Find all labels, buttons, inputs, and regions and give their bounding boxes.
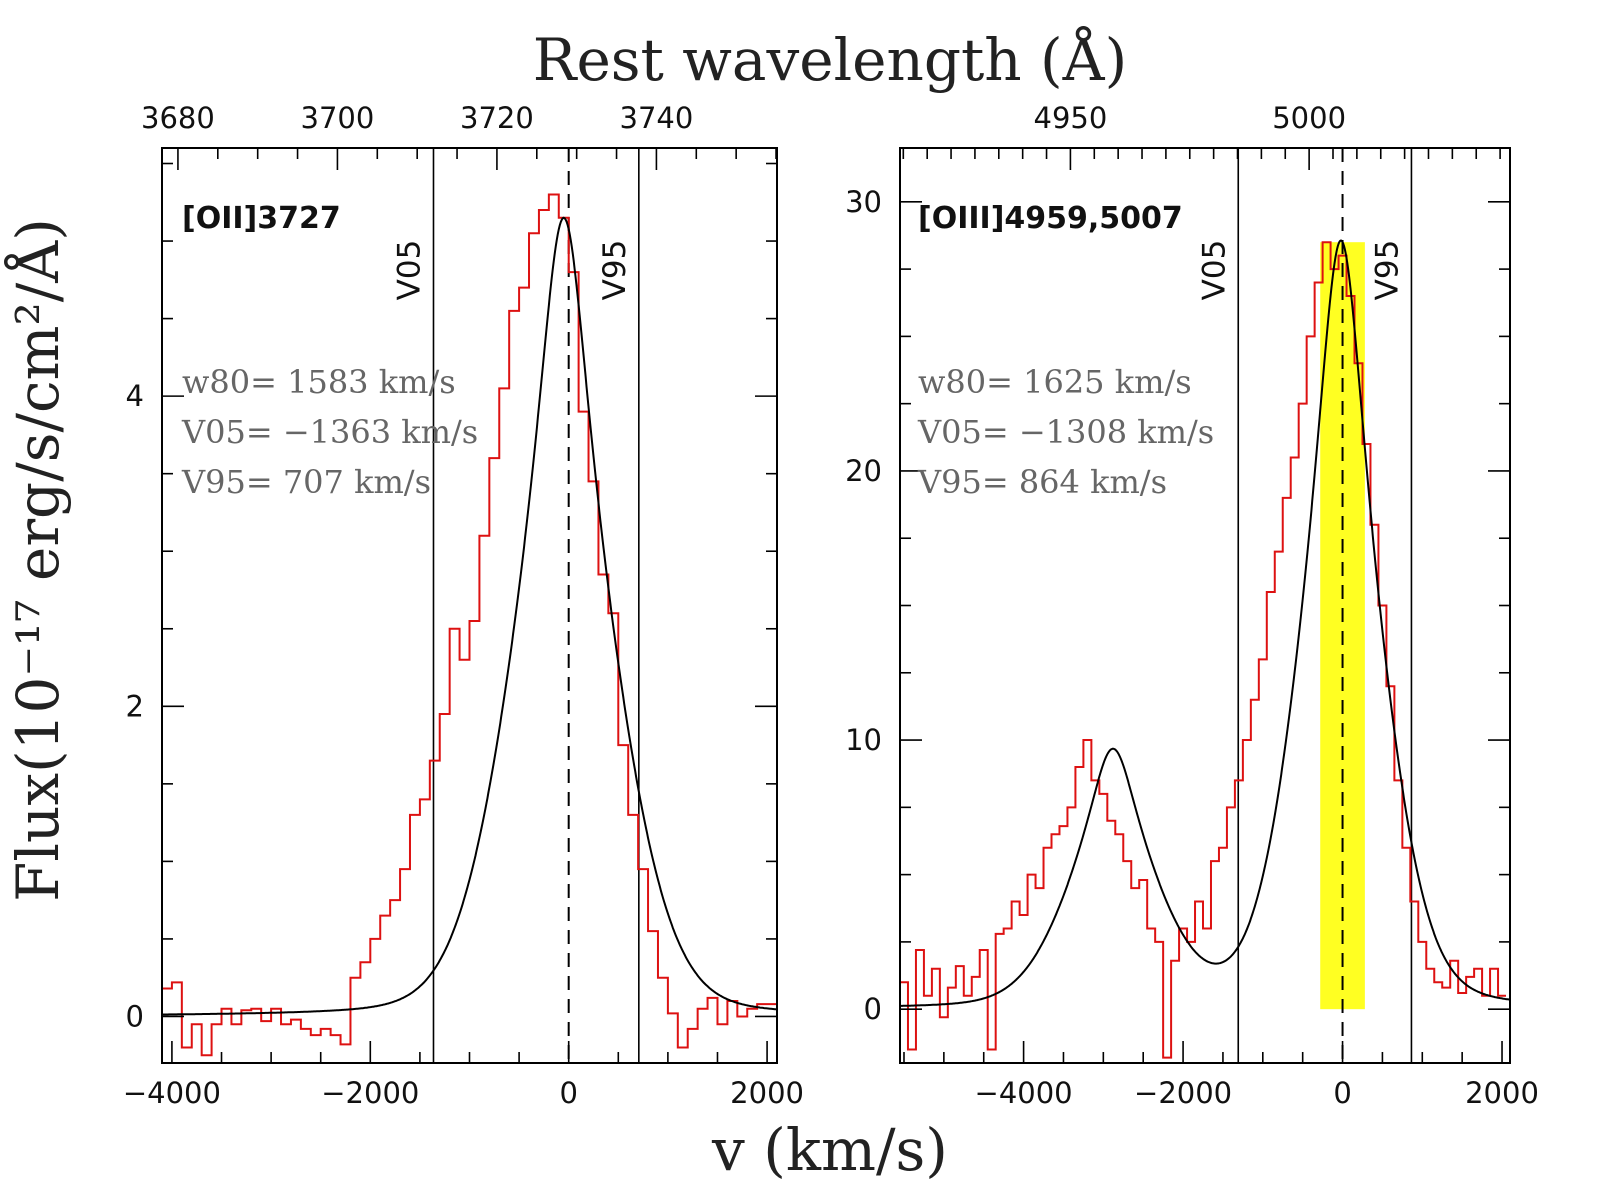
oiii-stat-v05: V05= −1308 km/s: [917, 413, 1214, 451]
oii-ticks: [162, 148, 777, 1063]
oii-stat-w80: w80= 1583 km/s: [182, 363, 456, 401]
x-tick-label: −4000: [975, 1076, 1073, 1110]
oiii-stat-w80: w80= 1625 km/s: [918, 363, 1192, 401]
oii-line-name: [OII]3727: [182, 201, 341, 236]
y-axis-title: Flux(10⁻¹⁷ erg/s/cm²/Å): [4, 218, 72, 902]
bottom-axis-title: v (km/s): [711, 1116, 948, 1184]
x-tick-label: 0: [1333, 1076, 1351, 1110]
x-tick-label: 2000: [730, 1076, 804, 1110]
oii-model-fit: [162, 216, 777, 1016]
panel-oiii: −4000 −2000 0 2000 0 10 20 30 4950 5000 [OIII]495…: [845, 101, 1539, 1110]
oii-stat-v95: V95= 707 km/s: [181, 463, 431, 501]
x-tick-label: −4000: [123, 1076, 221, 1110]
oiii-tick-labels: −4000 −2000 0 2000 0 10 20 30 4950 5000: [845, 101, 1539, 1110]
oii-plot-frame: [161, 147, 778, 1064]
model-fit-path: [162, 216, 777, 1016]
oiii-ticks: [900, 148, 1510, 1063]
oiii-observed-spectrum: [900, 241, 1507, 1059]
y-tick-label: 10: [845, 723, 882, 757]
oii-observed-spectrum: [162, 193, 777, 1057]
top-tick-label: 4950: [1034, 101, 1108, 135]
top-tick-label: 3720: [460, 101, 534, 135]
x-tick-label: 0: [559, 1076, 577, 1110]
oiii-v95-label: V95: [1369, 240, 1405, 301]
observed-spectrum-path: [900, 241, 1507, 1059]
y-tick-label: 4: [126, 379, 144, 413]
top-tick-label: 3700: [301, 101, 375, 135]
oii-vlines: [432, 148, 640, 1063]
oii-stat-v05: V05= −1363 km/s: [181, 413, 478, 451]
oiii-line-name: [OIII]4959,5007: [918, 201, 1183, 236]
oii-tick-labels: −4000 −2000 0 2000 0 2 4 3680 3700 3720 3740: [123, 101, 804, 1110]
oiii-plot-frame: [899, 147, 1511, 1064]
y-tick-label: 0: [864, 992, 882, 1026]
y-tick-label: 30: [845, 185, 882, 219]
oiii-stat-v95: V95= 864 km/s: [917, 463, 1167, 501]
top-tick-label: 3680: [141, 101, 215, 135]
oiii-vlines: [1237, 148, 1413, 1063]
panel-oii: −4000 −2000 0 2000 0 2 4 3680 3700 3720 3740 [OII]…: [123, 101, 804, 1110]
oiii-v05-label: V05: [1196, 240, 1232, 301]
model-fit-path: [900, 239, 1511, 1007]
y-tick-label: 2: [126, 689, 144, 723]
x-tick-label: −2000: [321, 1076, 419, 1110]
observed-spectrum-path: [162, 193, 777, 1057]
oiii-model-fit: [900, 239, 1511, 1007]
top-tick-label: 3740: [620, 101, 694, 135]
oii-v95-label: V95: [597, 240, 633, 301]
y-tick-label: 20: [845, 454, 882, 488]
x-tick-label: 2000: [1465, 1076, 1539, 1110]
oii-v05-label: V05: [391, 240, 427, 301]
top-axis-title: Rest wavelength (Å): [533, 26, 1127, 94]
top-tick-label: 5000: [1272, 101, 1346, 135]
x-tick-label: −2000: [1134, 1076, 1232, 1110]
y-tick-label: 0: [126, 999, 144, 1033]
